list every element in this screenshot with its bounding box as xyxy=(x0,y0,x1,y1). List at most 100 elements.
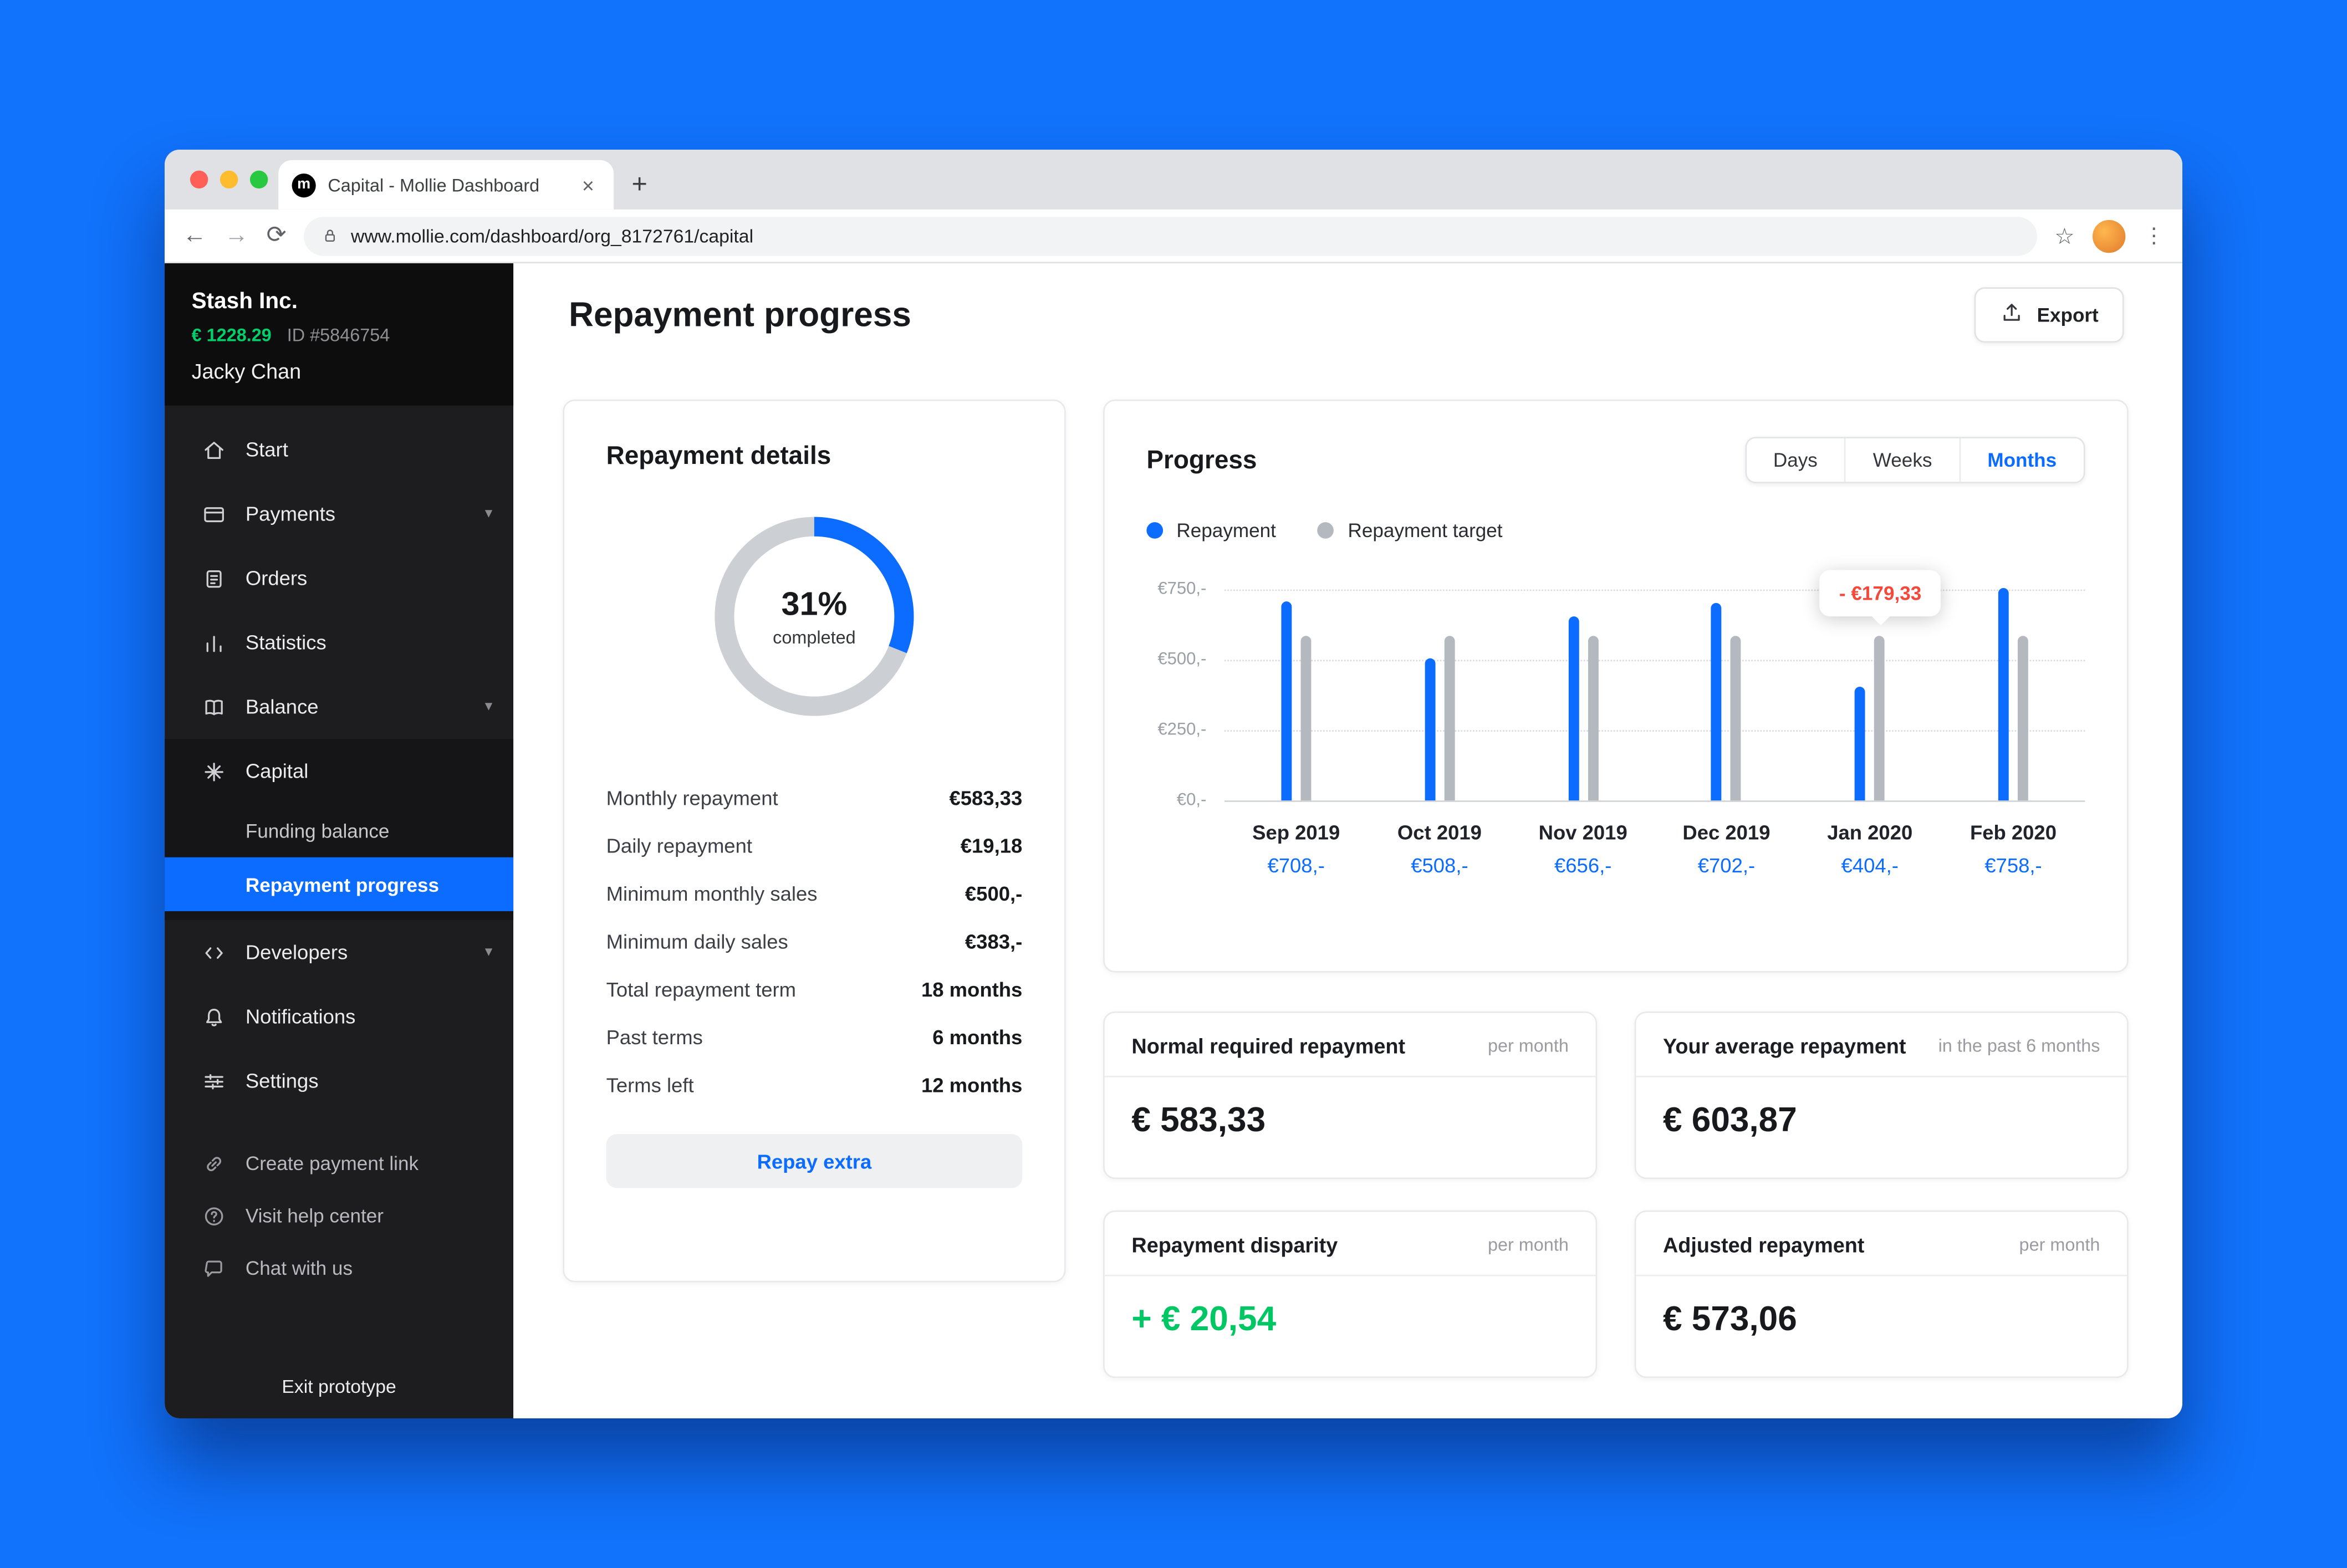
repayment-target-bar[interactable] xyxy=(1444,636,1455,801)
period-toggle: Days Weeks Months xyxy=(1744,437,2085,483)
stat-card-header: Adjusted repayment per month xyxy=(1636,1212,2127,1276)
legend-item-repayment: Repayment xyxy=(1146,519,1276,542)
sidebar-nav-top: Start Payments ▾ Orders Statistics Balance ▾ xyxy=(165,417,513,739)
details-row: Terms left 12 months xyxy=(606,1061,1023,1109)
sidebar-item-payments[interactable]: Payments ▾ xyxy=(165,482,513,546)
repay-extra-button[interactable]: Repay extra xyxy=(606,1134,1023,1188)
stat-card-title: Your average repayment xyxy=(1662,1034,1906,1058)
axis-baseline xyxy=(1224,800,2085,802)
stat-card-value: € 583,33 xyxy=(1131,1100,1266,1139)
address-bar[interactable]: www.mollie.com/dashboard/org_8172761/cap… xyxy=(304,216,2037,256)
sidebar-item-balance[interactable]: Balance ▾ xyxy=(165,675,513,739)
stat-card-value: + € 20,54 xyxy=(1131,1299,1277,1338)
forward-icon[interactable]: → xyxy=(225,222,249,248)
sidebar-item-funding-balance[interactable]: Funding balance xyxy=(245,819,390,842)
mollie-favicon-icon: m xyxy=(292,172,316,197)
month-value-label: €708,- xyxy=(1267,854,1325,877)
details-row: Minimum daily sales €383,- xyxy=(606,917,1023,965)
repayment-bar[interactable] xyxy=(1568,616,1579,801)
month-label: Jan 2020 xyxy=(1827,821,1913,844)
repayment-bar-chart: €750,- €500,- €250,- €0,- - €179,33 xyxy=(1146,570,2085,809)
repayment-target-bar[interactable] xyxy=(1587,636,1598,801)
browser-menu-icon[interactable]: ⋮ xyxy=(2143,223,2165,247)
month-label: Sep 2019 xyxy=(1252,821,1340,844)
x-axis-label-feb-2020: Feb 2020 €758,- xyxy=(1942,800,2085,877)
repayment-target-bar[interactable] xyxy=(2018,636,2028,801)
browser-tab[interactable]: m Capital - Mollie Dashboard × xyxy=(278,160,614,210)
stat-card-your-average-repayment: Your average repayment in the past 6 mont… xyxy=(1634,1011,2129,1179)
sidebar-item-start[interactable]: Start xyxy=(165,417,513,482)
details-row-label: Daily repayment xyxy=(606,834,753,857)
toggle-months[interactable]: Months xyxy=(1959,438,2084,482)
url-text: www.mollie.com/dashboard/org_8172761/cap… xyxy=(350,225,754,247)
sidebar-item-orders[interactable]: Orders xyxy=(165,546,513,610)
repayment-bar[interactable] xyxy=(1424,657,1435,801)
details-row: Past terms 6 months xyxy=(606,1013,1023,1061)
tab-title: Capital - Mollie Dashboard xyxy=(328,174,540,196)
y-tick-label: €0,- xyxy=(1176,791,1207,810)
repayment-target-bar[interactable] xyxy=(1300,636,1312,801)
legend-label: Repayment xyxy=(1176,519,1276,542)
sidebar-item-create-payment-link[interactable]: Create payment link xyxy=(165,1137,513,1189)
back-icon[interactable]: ← xyxy=(182,222,207,248)
details-row-label: Monthly repayment xyxy=(606,786,778,809)
bar-group-feb-2020 xyxy=(1942,587,2085,801)
browser-window: m Capital - Mollie Dashboard × + ← → ⟳ w… xyxy=(165,149,2182,1419)
account-block[interactable]: Stash Inc. € 1228.29 ID #5846754 Jacky C… xyxy=(165,263,514,406)
stat-card-subtitle: per month xyxy=(2019,1234,2100,1255)
stat-card-normal-required-repayment: Normal required repayment per month € 583,… xyxy=(1103,1011,1598,1179)
card-icon xyxy=(201,502,226,526)
zoom-window-button[interactable] xyxy=(249,170,268,189)
sidebar-item-capital[interactable]: Capital xyxy=(165,739,513,804)
repayment-target-bar[interactable] xyxy=(1731,636,1742,801)
repayment-bar[interactable] xyxy=(1855,687,1866,801)
sidebar-item-visit-help-center[interactable]: Visit help center xyxy=(165,1189,513,1242)
details-row-label: Terms left xyxy=(606,1073,694,1096)
sidebar-item-label: Start xyxy=(245,438,288,461)
progress-card: Progress Days Weeks Months Repayment Repaym… xyxy=(1103,399,2129,973)
stat-card-subtitle: in the past 6 months xyxy=(1938,1035,2100,1056)
progress-card-title: Progress xyxy=(1146,445,1257,474)
sidebar-item-developers[interactable]: Developers ▾ xyxy=(165,920,513,984)
stat-card-subtitle: per month xyxy=(1487,1234,1569,1255)
minimize-window-button[interactable] xyxy=(220,170,238,189)
stat-card-header: Your average repayment in the past 6 mont… xyxy=(1636,1013,2127,1077)
repayment-bar[interactable] xyxy=(1711,602,1722,801)
sidebar-item-chat-with-us[interactable]: Chat with us xyxy=(165,1242,513,1294)
sidebar-item-label: Developers xyxy=(245,941,348,964)
window-controls xyxy=(190,170,268,189)
toggle-weeks[interactable]: Weeks xyxy=(1844,438,1960,482)
refresh-icon[interactable]: ⟳ xyxy=(266,222,287,248)
y-tick-label: €750,- xyxy=(1157,580,1207,599)
repayment-target-bar[interactable] xyxy=(1874,636,1885,801)
sidebar-item-statistics[interactable]: Statistics xyxy=(165,610,513,675)
repayment-bar[interactable] xyxy=(1281,601,1292,801)
bar-chart-icon xyxy=(201,631,226,655)
month-value-label: €656,- xyxy=(1554,854,1612,877)
browser-profile-avatar[interactable] xyxy=(2092,219,2126,252)
sliders-icon xyxy=(201,1069,226,1093)
toggle-days[interactable]: Days xyxy=(1746,438,1845,482)
legend-item-repayment-target: Repayment target xyxy=(1318,519,1503,542)
sidebar-item-settings[interactable]: Settings xyxy=(165,1049,513,1113)
bookmark-star-icon[interactable]: ☆ xyxy=(2054,223,2075,249)
exit-prototype-link[interactable]: Exit prototype xyxy=(282,1376,396,1398)
stat-card-header: Normal required repayment per month xyxy=(1104,1013,1596,1077)
sidebar-item-repayment-progress[interactable]: Repayment progress xyxy=(165,857,514,911)
export-button[interactable]: Export xyxy=(1974,287,2124,343)
month-value-label: €758,- xyxy=(1984,854,2042,877)
sidebar-capital-group: Capital Funding balance Repayment progress xyxy=(165,739,514,921)
month-label: Feb 2020 xyxy=(1970,821,2057,844)
repayment-bar[interactable] xyxy=(1998,587,2009,801)
stat-card-title: Adjusted repayment xyxy=(1662,1233,1865,1257)
close-window-button[interactable] xyxy=(190,170,208,189)
sidebar-item-notifications[interactable]: Notifications xyxy=(165,984,513,1049)
details-row-value: €383,- xyxy=(965,929,1023,953)
tab-close-icon[interactable]: × xyxy=(581,172,594,197)
page-title: Repayment progress xyxy=(569,294,911,334)
sidebar-item-label: Capital xyxy=(245,760,309,783)
stat-card-title: Repayment disparity xyxy=(1131,1233,1338,1257)
link-icon xyxy=(201,1151,226,1175)
new-tab-button[interactable]: + xyxy=(631,169,647,200)
gridline xyxy=(1224,730,2085,732)
